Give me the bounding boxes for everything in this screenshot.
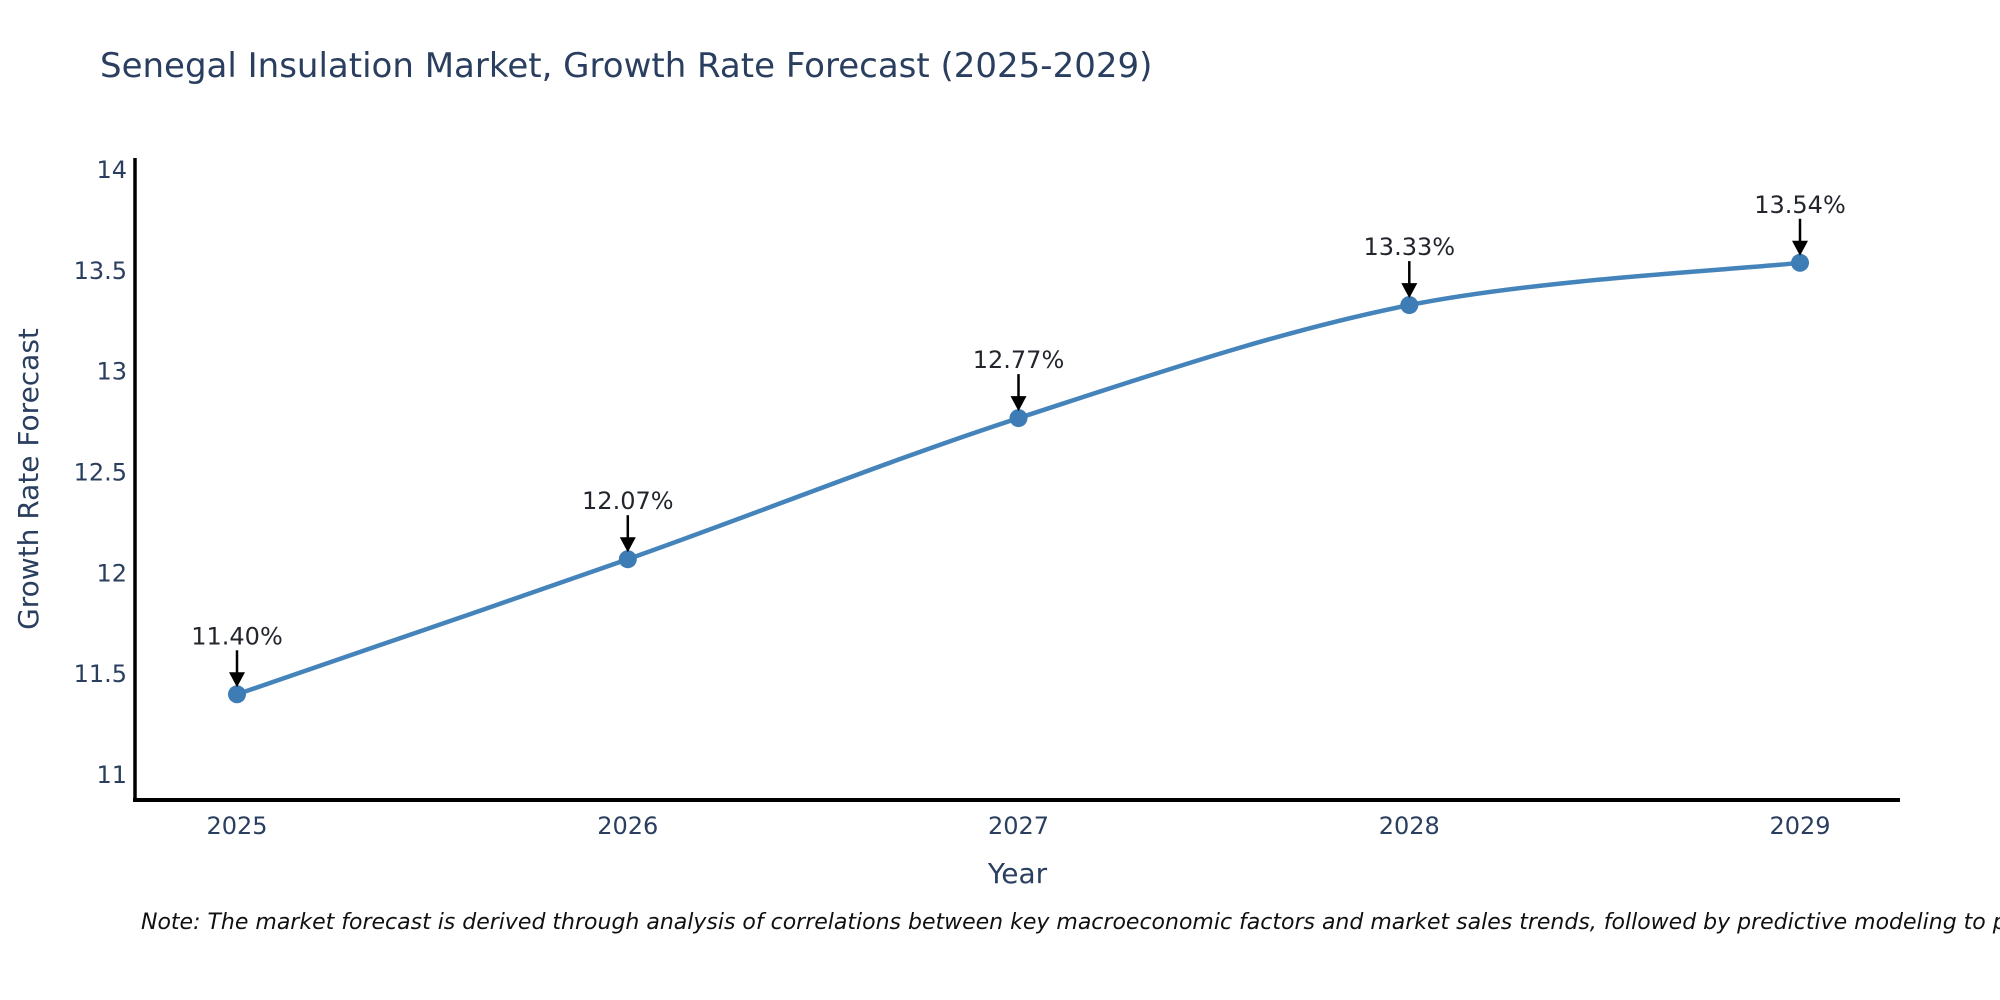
arrowhead-icon	[1401, 283, 1418, 299]
point-value-label: 13.54%	[1754, 191, 1846, 219]
data-point-marker	[228, 685, 246, 704]
y-axis-title: Growth Rate Forecast	[12, 328, 45, 630]
point-value-label: 13.33%	[1364, 233, 1456, 261]
y-tick-label: 11.5	[74, 660, 127, 688]
arrowhead-icon	[1010, 396, 1027, 412]
y-tick-label: 13	[96, 358, 127, 386]
arrowhead-icon	[1792, 240, 1808, 256]
point-value-label: 11.40%	[191, 622, 283, 650]
data-point-marker	[618, 550, 637, 569]
data-point-marker	[1791, 253, 1809, 272]
y-tick-label: 12.5	[74, 459, 127, 487]
arrowhead-icon	[619, 537, 636, 553]
point-value-label: 12.77%	[973, 346, 1065, 374]
point-value-label: 12.07%	[582, 487, 674, 515]
y-tick-label: 11	[96, 761, 127, 789]
y-tick-label: 12	[96, 559, 127, 587]
x-tick-label: 2027	[988, 812, 1049, 840]
footnote-text: Note: The market forecast is derived thr…	[141, 910, 2000, 935]
x-tick-label: 2029	[1769, 812, 1830, 840]
x-tick-label: 2025	[206, 812, 267, 840]
x-tick-label: 2026	[597, 812, 658, 840]
y-tick-label: 14	[96, 156, 127, 184]
data-point-marker	[1009, 409, 1028, 428]
arrowhead-icon	[229, 672, 245, 688]
y-tick-label: 13.5	[74, 257, 127, 285]
chart-title: Senegal Insulation Market, Growth Rate F…	[100, 46, 1153, 86]
x-axis-title: Year	[987, 857, 1048, 890]
x-tick-label: 2028	[1379, 812, 1440, 840]
plot-generated-content: 11 11.5 12 12.5 13 13.5 14 2025 2026 2027 2028 2029…	[12, 156, 1846, 890]
series-line	[234, 260, 1803, 697]
data-point-marker	[1400, 296, 1419, 315]
